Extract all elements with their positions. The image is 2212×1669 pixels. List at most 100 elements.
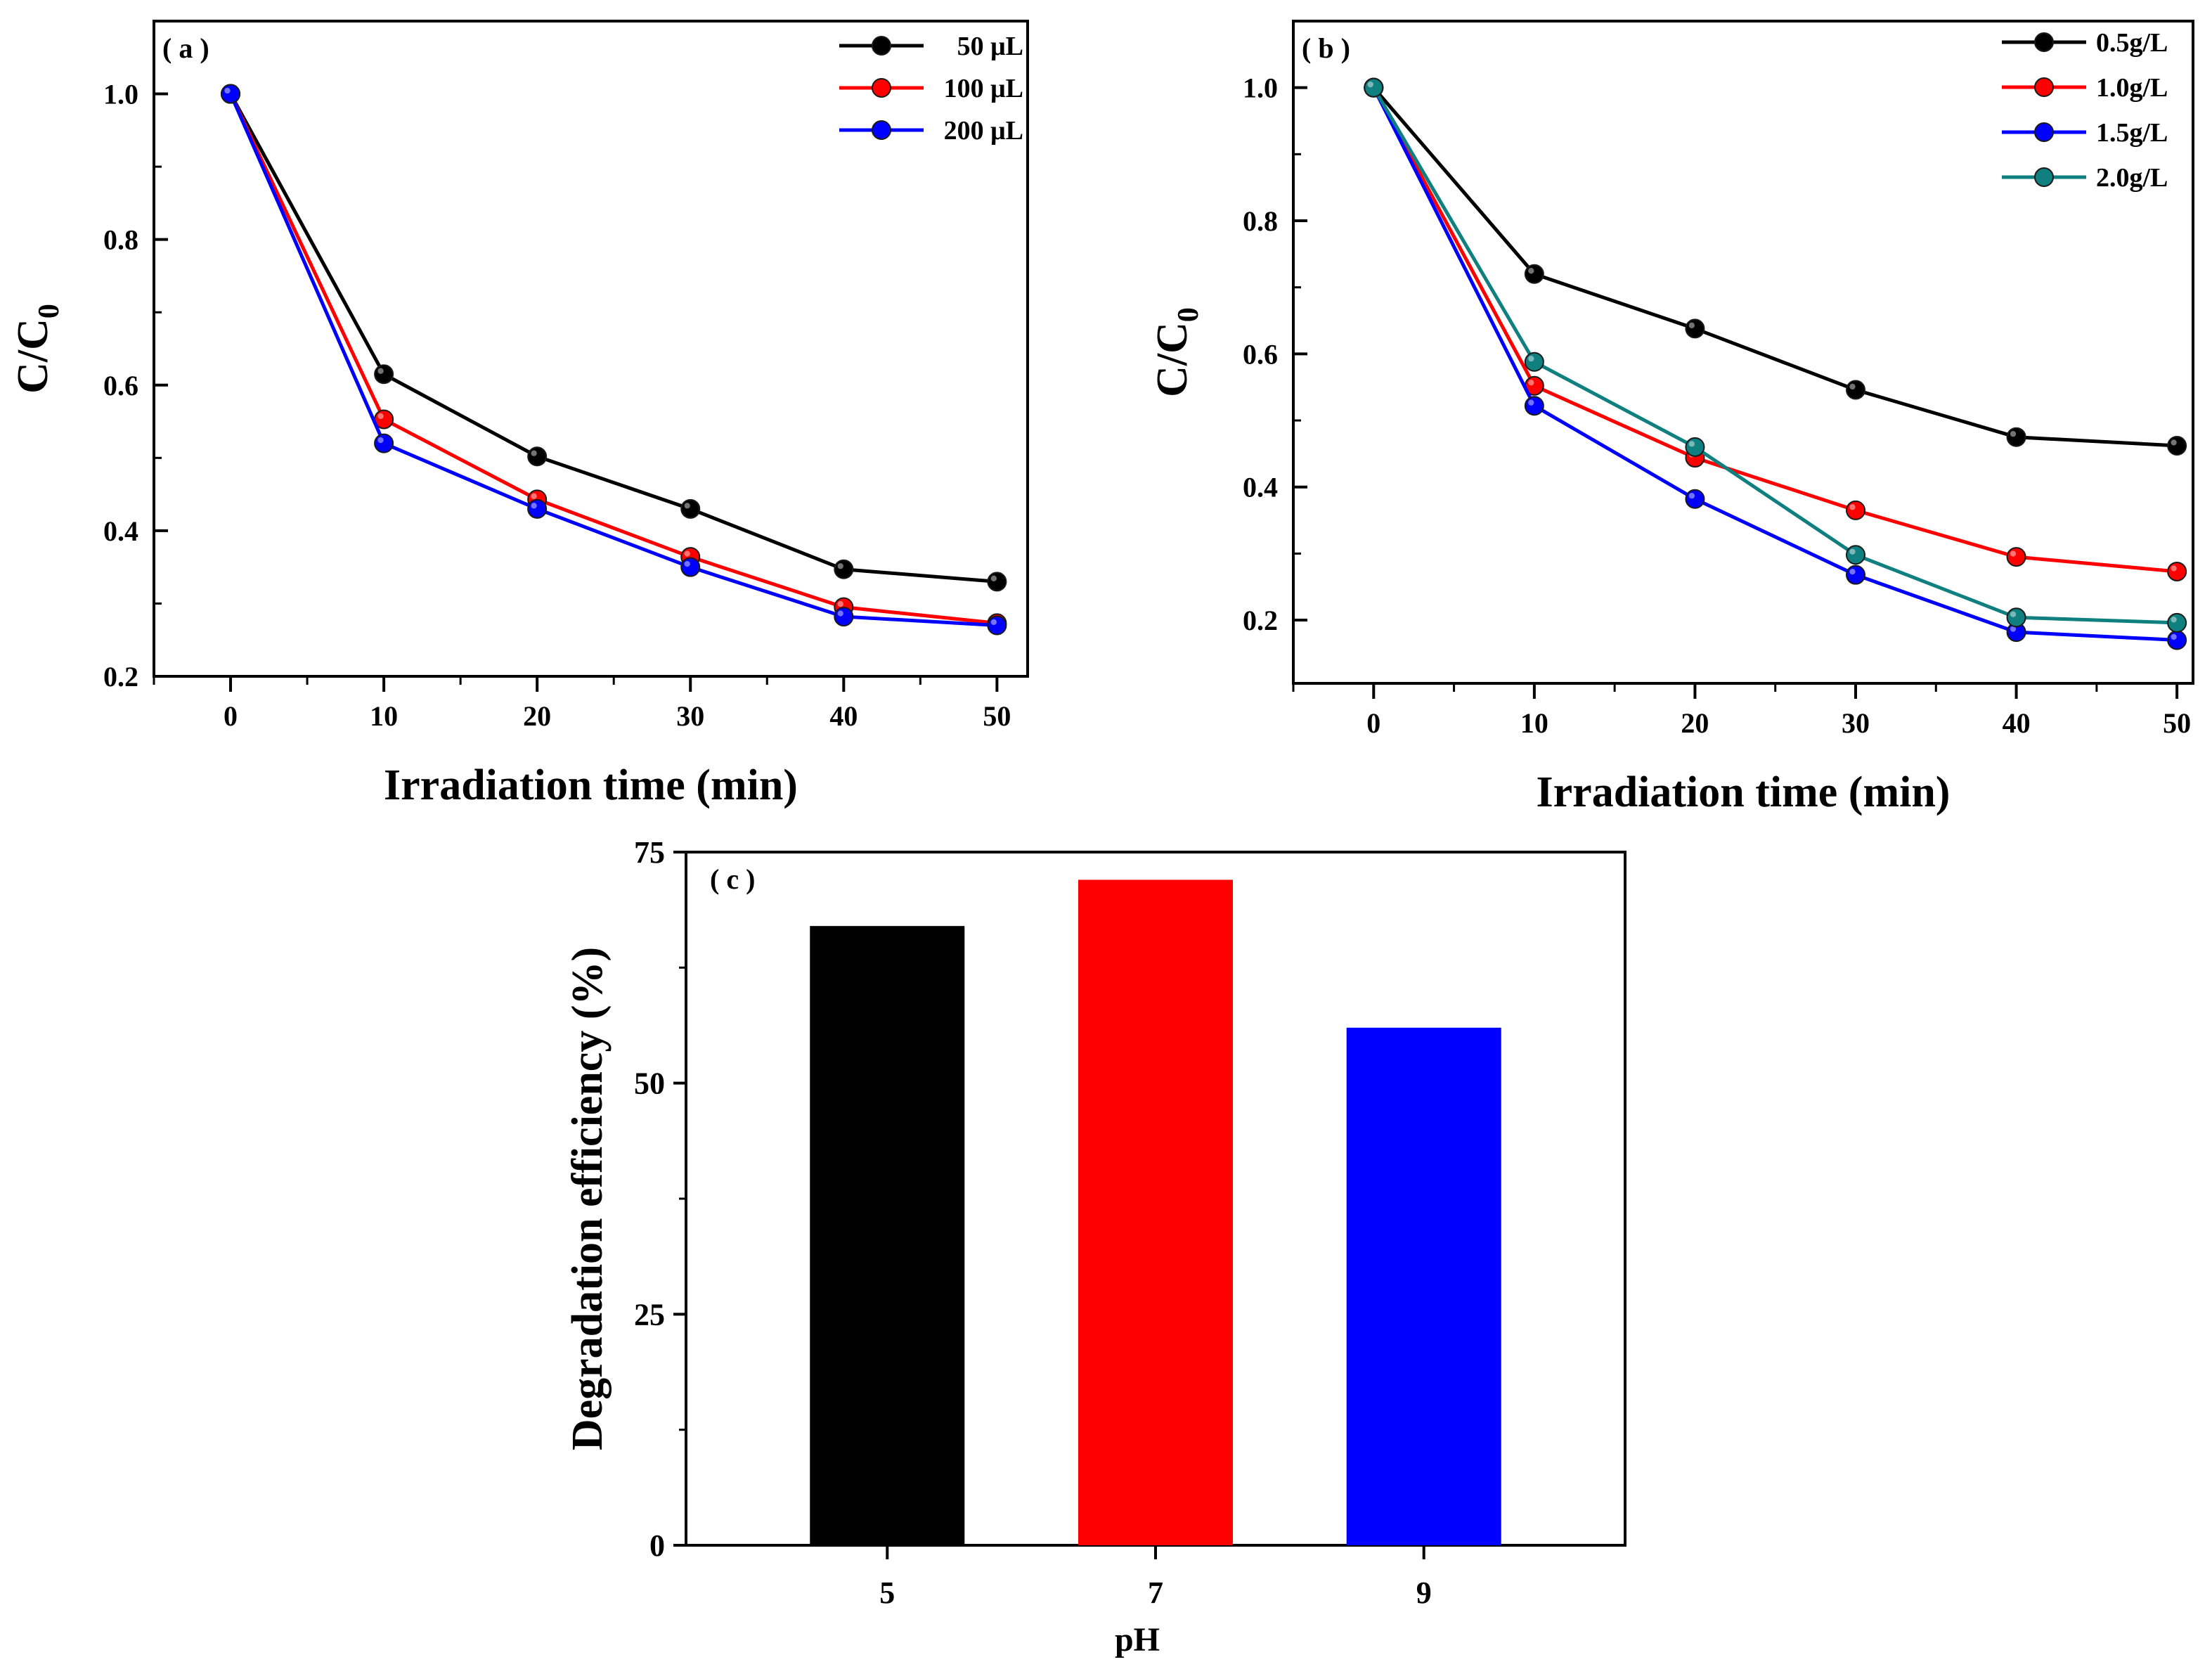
plot-frame: [1292, 20, 2194, 685]
data-point-highlight: [2171, 439, 2177, 446]
data-point-highlight: [1528, 268, 1534, 274]
panel-label: ( a ): [162, 32, 209, 64]
legend: 50 μL 100 μL 200 μL: [839, 32, 1023, 146]
data-point-highlight: [1849, 504, 1856, 510]
data-point-highlight: [990, 575, 997, 581]
data-point-highlight: [1367, 81, 1373, 88]
x-tick-label: 30: [1842, 707, 1870, 739]
series-line: [1372, 86, 2178, 625]
legend-label: 0.5g/L: [2096, 28, 2168, 58]
legend-marker: [872, 120, 891, 140]
data-point: [1524, 264, 1544, 284]
y-tick-label: 0.6: [1243, 338, 1278, 370]
data-point-highlight: [1849, 548, 1856, 555]
data-point: [987, 615, 1007, 636]
panel-label: ( b ): [1302, 32, 1350, 64]
data-point-highlight: [224, 87, 231, 94]
data-point: [221, 84, 241, 104]
series-line: [1372, 86, 2178, 574]
x-tick-label: 5: [879, 1575, 895, 1610]
series-line: [1372, 86, 2178, 642]
data-point: [2006, 547, 2026, 567]
data-point: [2006, 607, 2026, 628]
data-point: [2006, 427, 2026, 447]
y-tick-label: 50: [634, 1067, 665, 1101]
data-point: [1685, 318, 1705, 339]
legend: 0.5g/L 1.0g/L 1.5g/L 2.0g/L: [2002, 28, 2168, 193]
x-axis-title: Irradiation time (min): [1537, 768, 1951, 816]
legend-marker: [2034, 167, 2054, 187]
data-point: [834, 607, 854, 627]
bar: [1078, 879, 1233, 1545]
x-tick-label: 0: [224, 700, 238, 732]
legend-marker: [2034, 77, 2054, 97]
data-point-highlight: [1849, 568, 1856, 575]
data-point: [2167, 561, 2187, 581]
x-axis-title: pH: [1115, 1621, 1160, 1658]
data-point: [2167, 612, 2187, 633]
data-point-highlight: [990, 619, 997, 626]
legend-label: 100 μL: [944, 74, 1023, 103]
data-point: [1846, 380, 1865, 400]
data-point-highlight: [1688, 493, 1695, 499]
data-point: [2167, 436, 2187, 456]
data-point-highlight: [2010, 611, 2017, 617]
data-point-highlight: [837, 563, 843, 569]
legend-label: 50 μL: [957, 32, 1023, 61]
x-tick-label: 0: [1366, 707, 1380, 739]
data-point: [1685, 437, 1705, 457]
data-point-highlight: [1528, 380, 1534, 386]
y-tick-label: 0: [649, 1528, 665, 1563]
series-line: [1372, 86, 2178, 448]
data-point-highlight: [2171, 565, 2177, 572]
data-point-highlight: [2010, 550, 2017, 557]
y-axis-title: C/C0: [1149, 307, 1205, 397]
legend-marker: [872, 36, 891, 56]
x-tick-label: 40: [829, 700, 858, 732]
data-point: [1846, 545, 1865, 565]
data-point: [1524, 352, 1544, 372]
y-axis-title-subscript: 0: [33, 304, 65, 318]
data-point-highlight: [1528, 399, 1534, 406]
data-point: [987, 572, 1007, 592]
bar: [810, 926, 965, 1545]
x-tick-label: 50: [983, 700, 1011, 732]
data-point: [1524, 396, 1544, 416]
data-point-highlight: [1528, 356, 1534, 362]
panel-c-bar-chart: 5 7 9 0 25 50 75 ( c ) pH Degradation efficiency …: [564, 835, 1626, 1658]
x-tick-label: 50: [2163, 707, 2191, 739]
legend-label: 1.5g/L: [2096, 118, 2168, 148]
data-point: [374, 364, 394, 385]
legend-label: 2.0g/L: [2096, 163, 2168, 193]
data-point-highlight: [2171, 617, 2177, 623]
x-tick-label: 20: [523, 700, 551, 732]
y-tick-label: 1.0: [1243, 72, 1278, 104]
legend-marker: [2034, 122, 2054, 142]
y-tick-label: 0.8: [1243, 205, 1278, 237]
legend-label: 1.0g/L: [2096, 73, 2168, 103]
series-line: [228, 93, 997, 628]
data-point-highlight: [1849, 383, 1856, 390]
x-tick-label: 9: [1416, 1575, 1432, 1610]
y-tick-label: 0.6: [103, 370, 138, 401]
series-line: [228, 93, 997, 625]
y-axis-title: Degradation efficiency (%): [564, 947, 612, 1450]
x-tick-label: 7: [1148, 1575, 1163, 1610]
data-point-highlight: [377, 413, 384, 420]
data-point-highlight: [2010, 430, 2017, 437]
panel-a-line-chart: 0 10 20 30 40 50 0.2 0.4 0.6 0.8 1.0 Irradiation ti…: [9, 20, 1029, 809]
legend-marker: [872, 78, 891, 98]
data-point-highlight: [1688, 441, 1695, 447]
data-point: [834, 559, 854, 579]
x-tick-label: 10: [370, 700, 398, 732]
y-tick-label: 1.0: [103, 79, 138, 110]
data-point-highlight: [1688, 322, 1695, 329]
y-tick-label: 0.2: [1243, 605, 1278, 636]
y-axis-title-subscript: 0: [1172, 307, 1205, 322]
panel-label: ( c ): [710, 863, 755, 895]
data-point-highlight: [837, 610, 843, 617]
data-point: [2167, 630, 2187, 650]
plot-frame: [153, 20, 1029, 678]
data-point: [527, 446, 548, 467]
